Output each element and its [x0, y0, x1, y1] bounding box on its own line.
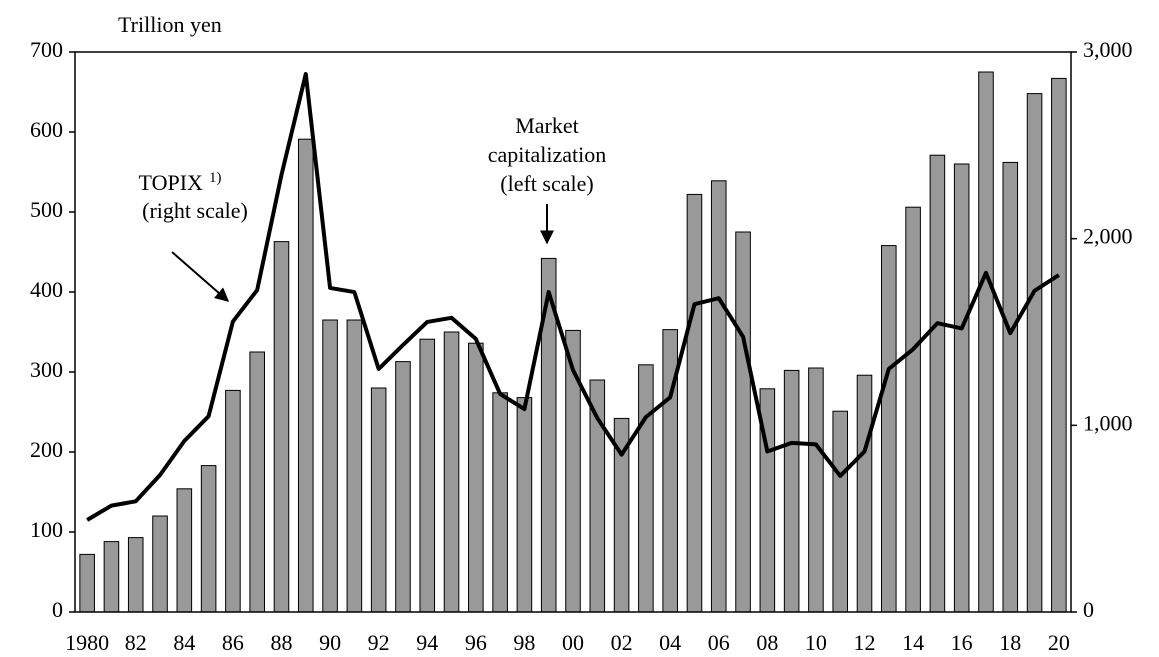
x-tick-label: 10	[805, 630, 827, 655]
x-tick-label: 14	[902, 630, 924, 655]
x-tick-label: 04	[659, 630, 681, 655]
x-tick-label: 00	[562, 630, 584, 655]
x-tick-label: 90	[319, 630, 341, 655]
bar	[249, 351, 265, 613]
bar	[127, 537, 144, 613]
bar	[638, 364, 654, 613]
bar	[856, 374, 873, 613]
y2-tick-label: 0	[1083, 597, 1094, 622]
bar	[419, 338, 436, 613]
y-axis-label: Trillion yen	[118, 12, 222, 37]
bar	[686, 193, 703, 613]
bar	[832, 410, 849, 613]
line	[86, 72, 1060, 522]
bar	[1026, 93, 1043, 613]
x-tick-label: 92	[368, 630, 390, 655]
y-tick-label: 500	[30, 197, 63, 222]
y2-tick-label: 1,000	[1083, 410, 1133, 435]
bar	[200, 465, 217, 613]
x-tick-label: 12	[854, 630, 876, 655]
x-tick-label: 1980	[65, 630, 109, 655]
bar	[881, 245, 897, 613]
bar	[322, 319, 338, 613]
x-tick-label: 06	[708, 630, 730, 655]
annotation-arrow	[171, 251, 230, 302]
bar	[273, 241, 290, 613]
bar	[735, 231, 751, 613]
plot-frame	[74, 51, 1072, 613]
x-tick-label: 94	[416, 630, 438, 655]
bar	[710, 180, 727, 613]
bar	[1002, 161, 1019, 613]
bar	[79, 553, 95, 613]
bar	[929, 154, 946, 613]
x-tick-label: 08	[756, 630, 778, 655]
bar	[1051, 77, 1067, 613]
bar	[443, 331, 460, 613]
annotation: (right scale)	[142, 198, 248, 223]
y-tick-label: 700	[30, 37, 63, 62]
annotation-sup: 1)	[209, 170, 222, 186]
x-tick-label: 98	[513, 630, 535, 655]
bar	[152, 515, 168, 613]
x-tick-label: 02	[611, 630, 633, 655]
y-tick-label: 100	[30, 517, 63, 542]
bar	[297, 138, 314, 613]
bar	[978, 71, 994, 613]
bar	[395, 361, 411, 613]
bar	[516, 397, 533, 613]
bar	[176, 488, 193, 613]
x-tick-label: 96	[465, 630, 487, 655]
x-tick-label: 84	[173, 630, 195, 655]
annotation: TOPIX 1)	[139, 170, 222, 195]
bar	[783, 369, 800, 613]
bar	[492, 392, 508, 613]
x-tick-label: 18	[999, 630, 1021, 655]
annotation: Market	[515, 113, 579, 138]
bar	[808, 367, 824, 613]
y-tick-label: 600	[30, 117, 63, 142]
x-tick-label: 82	[125, 630, 147, 655]
bar	[346, 319, 363, 613]
x-tick-label: 88	[270, 630, 292, 655]
bar	[905, 206, 921, 613]
y2-tick-label: 2,000	[1083, 224, 1133, 249]
x-tick-label: 20	[1048, 630, 1070, 655]
x-tick-label: 86	[222, 630, 244, 655]
y-tick-label: 0	[52, 597, 63, 622]
y-tick-label: 300	[30, 357, 63, 382]
annotation: capitalization	[488, 142, 607, 167]
y2-tick-label: 3,000	[1083, 37, 1133, 62]
y-tick-label: 400	[30, 277, 63, 302]
annotation-text: TOPIX	[139, 170, 203, 195]
bar	[468, 342, 484, 613]
x-tick-label: 16	[951, 630, 973, 655]
bar	[370, 387, 387, 613]
annotation: (left scale)	[500, 171, 593, 196]
bar	[225, 389, 241, 613]
y-tick-label: 200	[30, 437, 63, 462]
bar	[953, 163, 970, 613]
bar	[103, 541, 120, 613]
